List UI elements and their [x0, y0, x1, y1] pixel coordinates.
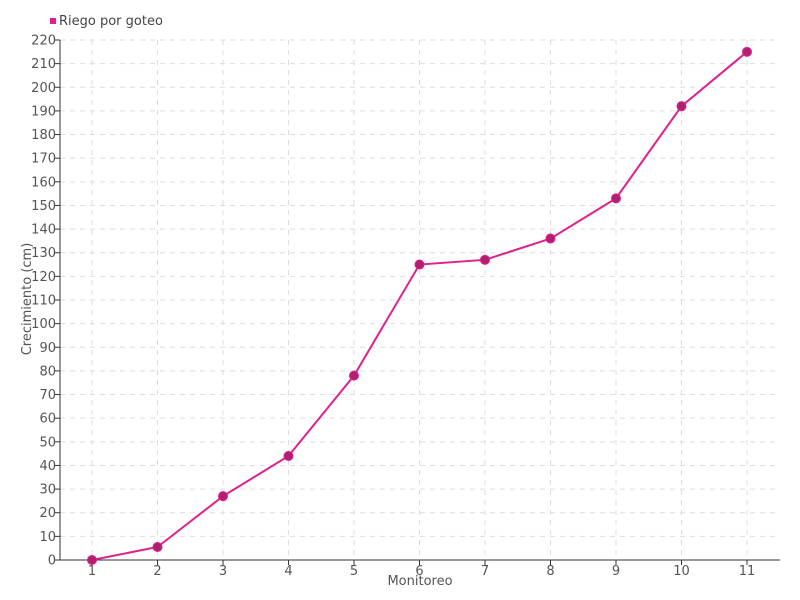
data-point	[414, 259, 425, 270]
data-point	[545, 233, 556, 244]
y-axis-ticks: 0 10 20 30 40 50 60 70 80 90 100 110 120 130 140 150 160…	[31, 34, 60, 569]
x-tick-label: 4	[284, 564, 292, 579]
y-tick-label: 130	[31, 246, 56, 261]
data-point	[283, 451, 294, 461]
y-axis-title: Crecimiento (cm)	[20, 243, 35, 356]
y-tick-label: 90	[39, 341, 56, 356]
data-point	[676, 101, 687, 112]
data-point	[152, 542, 163, 552]
y-tick-label: 160	[31, 175, 56, 190]
x-tick-label: 10	[673, 564, 690, 579]
legend-label: Riego por goteo	[59, 14, 163, 29]
y-tick-label: 20	[39, 506, 56, 521]
y-tick-label: 220	[31, 34, 56, 49]
data-point	[480, 254, 490, 265]
data-point	[742, 46, 752, 57]
data-point	[349, 370, 359, 381]
x-axis-title: Monitoreo	[387, 574, 452, 589]
x-tick-label: 2	[153, 564, 161, 579]
x-tick-label: 6	[415, 564, 423, 579]
y-tick-label: 190	[31, 104, 56, 119]
y-tick-label: 60	[39, 412, 56, 427]
y-tick-label: 210	[31, 57, 56, 72]
y-tick-label: 70	[39, 388, 56, 403]
y-tick-label: 50	[39, 435, 56, 450]
series	[87, 46, 752, 565]
x-tick-label: 7	[481, 564, 489, 579]
y-tick-label: 10	[39, 530, 56, 545]
y-tick-label: 120	[31, 270, 56, 285]
x-tick-label: 8	[546, 564, 554, 579]
y-tick-label: 40	[39, 459, 56, 474]
data-point	[87, 555, 97, 565]
x-tick-label: 1	[88, 564, 96, 579]
y-tick-label: 170	[31, 152, 56, 167]
gridlines	[60, 39, 780, 560]
x-axis-ticks: 1 2 3 4 5 6 7 8 9 10 11	[88, 560, 755, 579]
x-tick-label: 9	[612, 564, 620, 579]
y-tick-label: 80	[39, 364, 56, 379]
y-tick-label: 30	[39, 483, 56, 498]
data-point	[611, 193, 621, 204]
x-tick-label: 3	[219, 564, 227, 579]
y-tick-label: 150	[31, 199, 56, 214]
y-tick-label: 100	[31, 317, 56, 332]
y-tick-label: 140	[31, 223, 56, 238]
legend-swatch	[50, 18, 56, 24]
y-tick-label: 180	[31, 128, 56, 143]
y-tick-label: 0	[48, 554, 56, 569]
legend[interactable]: Riego por goteo	[50, 14, 163, 29]
data-point	[218, 491, 228, 502]
y-tick-label: 200	[31, 81, 56, 96]
x-tick-label: 11	[739, 564, 756, 579]
x-tick-label: 5	[350, 564, 358, 579]
y-tick-label: 110	[31, 294, 56, 309]
